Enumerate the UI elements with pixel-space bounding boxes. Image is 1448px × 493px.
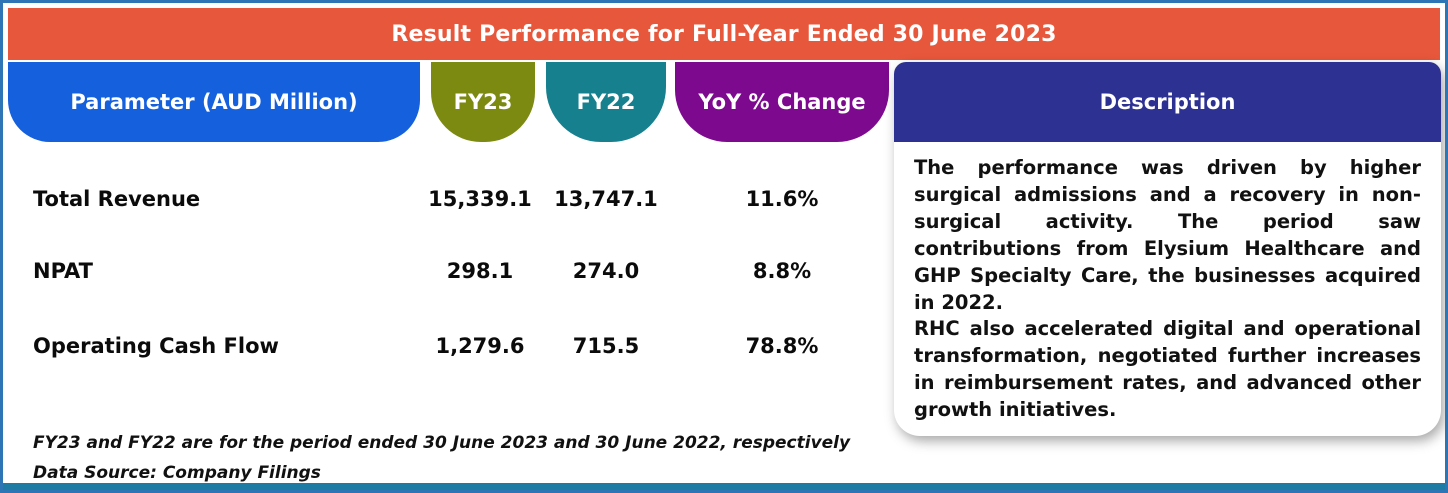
row-yoy-value: 8.8% <box>752 259 812 283</box>
column-header-parameter: Parameter (AUD Million) <box>8 62 420 142</box>
row-fy23-value: 15,339.1 <box>428 187 532 211</box>
bottom-strip <box>3 483 1445 490</box>
row-parameter-label: NPAT <box>33 259 93 283</box>
row-yoy-value: 11.6% <box>745 187 819 211</box>
column-header-fy23-label: FY23 <box>453 90 513 114</box>
row-fy22-value: 274.0 <box>572 259 640 283</box>
row-parameter-label: Total Revenue <box>33 187 201 211</box>
column-header-parameter-label: Parameter (AUD Million) <box>70 90 358 114</box>
table-row: Total Revenue 15,339.1 13,747.1 11.6% <box>3 187 893 219</box>
column-header-yoy: YoY % Change <box>675 62 889 142</box>
description-paragraph-1: The performance was driven by higher sur… <box>914 156 1421 314</box>
page-title: Result Performance for Full-Year Ended 3… <box>391 21 1057 47</box>
table-row: Operating Cash Flow 1,279.6 715.5 78.8% <box>3 334 893 366</box>
description-card: Description The performance was driven b… <box>894 62 1441 436</box>
column-header-fy22: FY22 <box>546 62 666 142</box>
column-header-fy23: FY23 <box>431 62 535 142</box>
row-fy23-value: 1,279.6 <box>435 334 525 358</box>
column-header-description-label: Description <box>1099 90 1236 114</box>
footnote-period: FY23 and FY22 are for the period ended 3… <box>33 433 851 453</box>
title-banner: Result Performance for Full-Year Ended 3… <box>8 8 1440 60</box>
description-paragraph-2: RHC also accelerated digital and operati… <box>914 317 1421 422</box>
description-body: The performance was driven by higher sur… <box>894 142 1441 434</box>
row-yoy-value: 78.8% <box>745 334 819 358</box>
row-parameter-label: Operating Cash Flow <box>33 334 279 358</box>
row-fy22-value: 715.5 <box>572 334 640 358</box>
column-header-yoy-label: YoY % Change <box>698 90 866 114</box>
row-fy23-value: 298.1 <box>446 259 514 283</box>
column-header-fy22-label: FY22 <box>576 90 636 114</box>
footnote-data-source: Data Source: Company Filings <box>33 463 321 483</box>
row-fy22-value: 13,747.1 <box>554 187 658 211</box>
column-header-description: Description <box>894 62 1441 142</box>
table-row: NPAT 298.1 274.0 8.8% <box>3 259 893 291</box>
